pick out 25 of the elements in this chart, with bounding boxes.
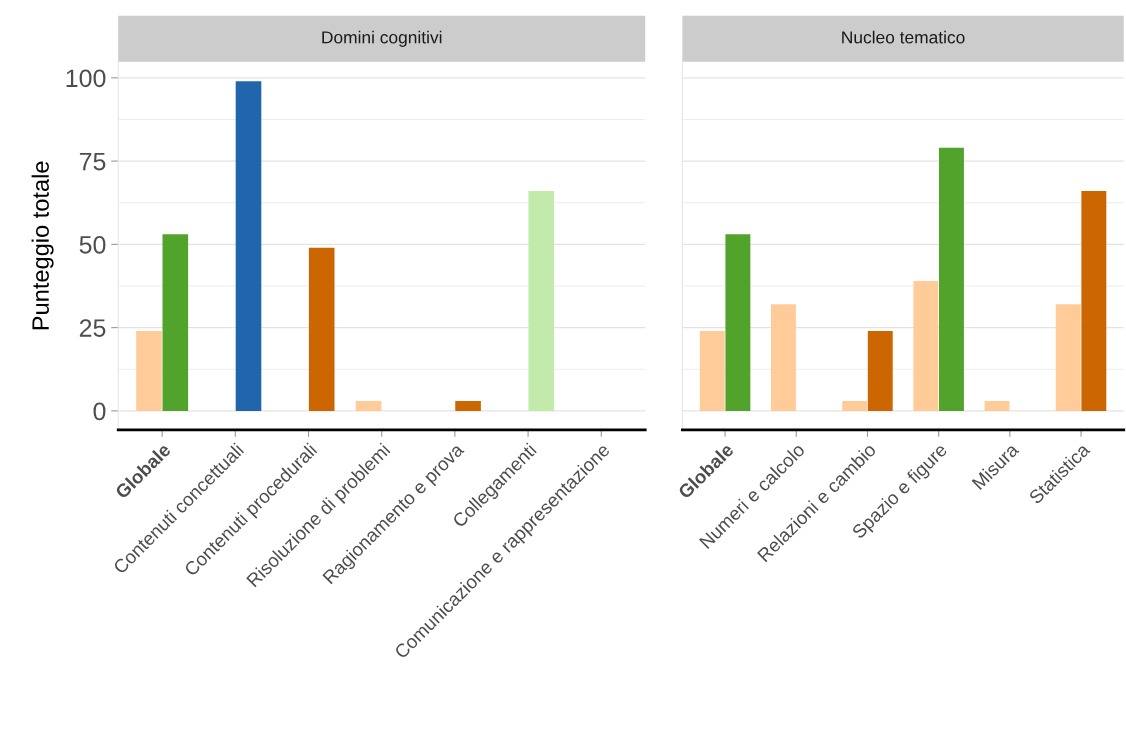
bar: [842, 400, 868, 411]
bar: [1055, 304, 1081, 411]
bar: [699, 330, 725, 411]
bar: [867, 330, 893, 411]
y-tick-label: 50: [79, 235, 106, 254]
y-tick-label: 100: [66, 69, 106, 88]
bar: [984, 400, 1010, 411]
y-tick-label: 75: [79, 152, 106, 171]
bar: [913, 280, 939, 411]
bar: [725, 234, 751, 411]
bar: [136, 330, 162, 411]
bar: [939, 147, 964, 411]
y-tick-label: 0: [93, 402, 106, 421]
bar: [770, 304, 796, 411]
bar: [528, 191, 555, 411]
bar: [308, 247, 335, 411]
bar: [162, 234, 189, 411]
y-axis-title: Punteggio totale: [31, 161, 54, 330]
chart-title: Nucleo tematico: [842, 30, 965, 44]
bar: [455, 400, 481, 411]
y-tick-label: 25: [79, 319, 106, 337]
bar: [235, 81, 262, 411]
bar: [355, 400, 382, 411]
chart-title: Domini cognitivi: [322, 30, 442, 47]
bar: [1081, 191, 1107, 411]
